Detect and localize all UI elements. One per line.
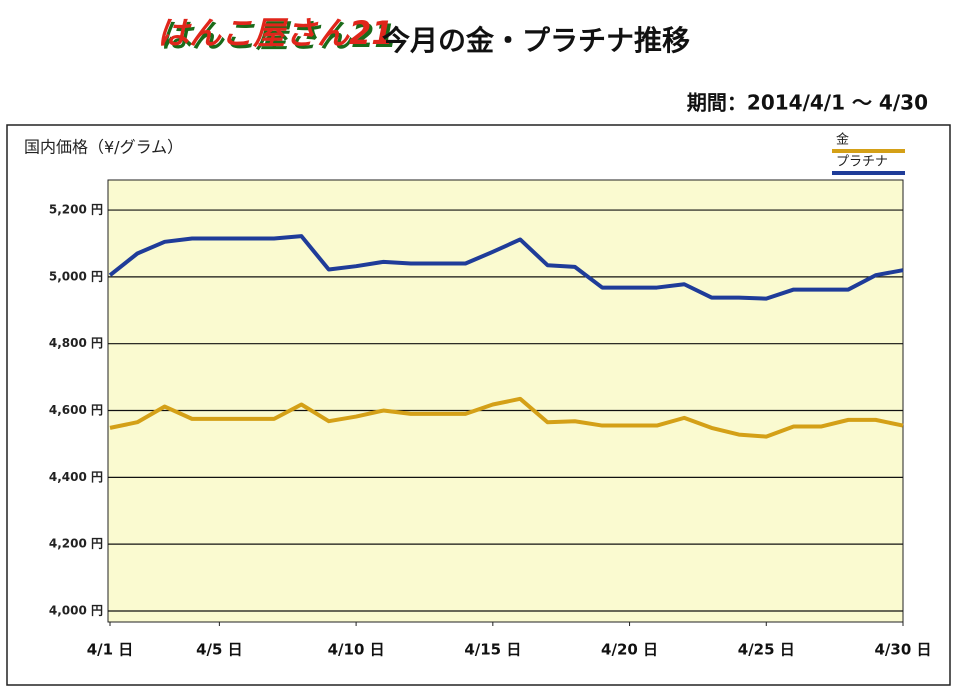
y-tick-label: 5,200 円 bbox=[49, 203, 103, 217]
x-tick-label: 4/10 日 bbox=[328, 641, 385, 659]
logo: はんこ屋さん21 bbox=[157, 14, 394, 52]
x-tick-label: 4/25 日 bbox=[738, 641, 795, 659]
y-axis-title: 国内価格（¥/グラム） bbox=[24, 138, 183, 157]
y-tick-label: 4,200 円 bbox=[49, 537, 103, 551]
page-title: 今月の金・プラチナ推移 bbox=[382, 24, 690, 57]
y-tick-label: 4,000 円 bbox=[49, 603, 103, 617]
y-tick-label: 5,000 円 bbox=[49, 269, 103, 283]
x-tick-label: 4/1 日 bbox=[87, 641, 134, 659]
y-tick-label: 4,800 円 bbox=[49, 336, 103, 350]
x-tick-label: 4/30 日 bbox=[874, 641, 931, 659]
series-line bbox=[109, 396, 904, 439]
x-tick-label: 4/15 日 bbox=[464, 641, 521, 659]
x-tick-label: 4/5 日 bbox=[196, 641, 243, 659]
series-line bbox=[108, 234, 904, 301]
y-tick-label: 4,600 円 bbox=[49, 403, 103, 417]
legend-label: 金 bbox=[836, 132, 849, 148]
logo-shadow: はんこ屋さん21 bbox=[160, 17, 397, 55]
period: 期間：2014/4/1 〜 4/30 bbox=[687, 91, 928, 115]
legend-label: プラチナ bbox=[836, 155, 888, 170]
y-tick-label: 4,400 円 bbox=[49, 470, 103, 484]
x-tick-label: 4/20 日 bbox=[601, 641, 658, 659]
